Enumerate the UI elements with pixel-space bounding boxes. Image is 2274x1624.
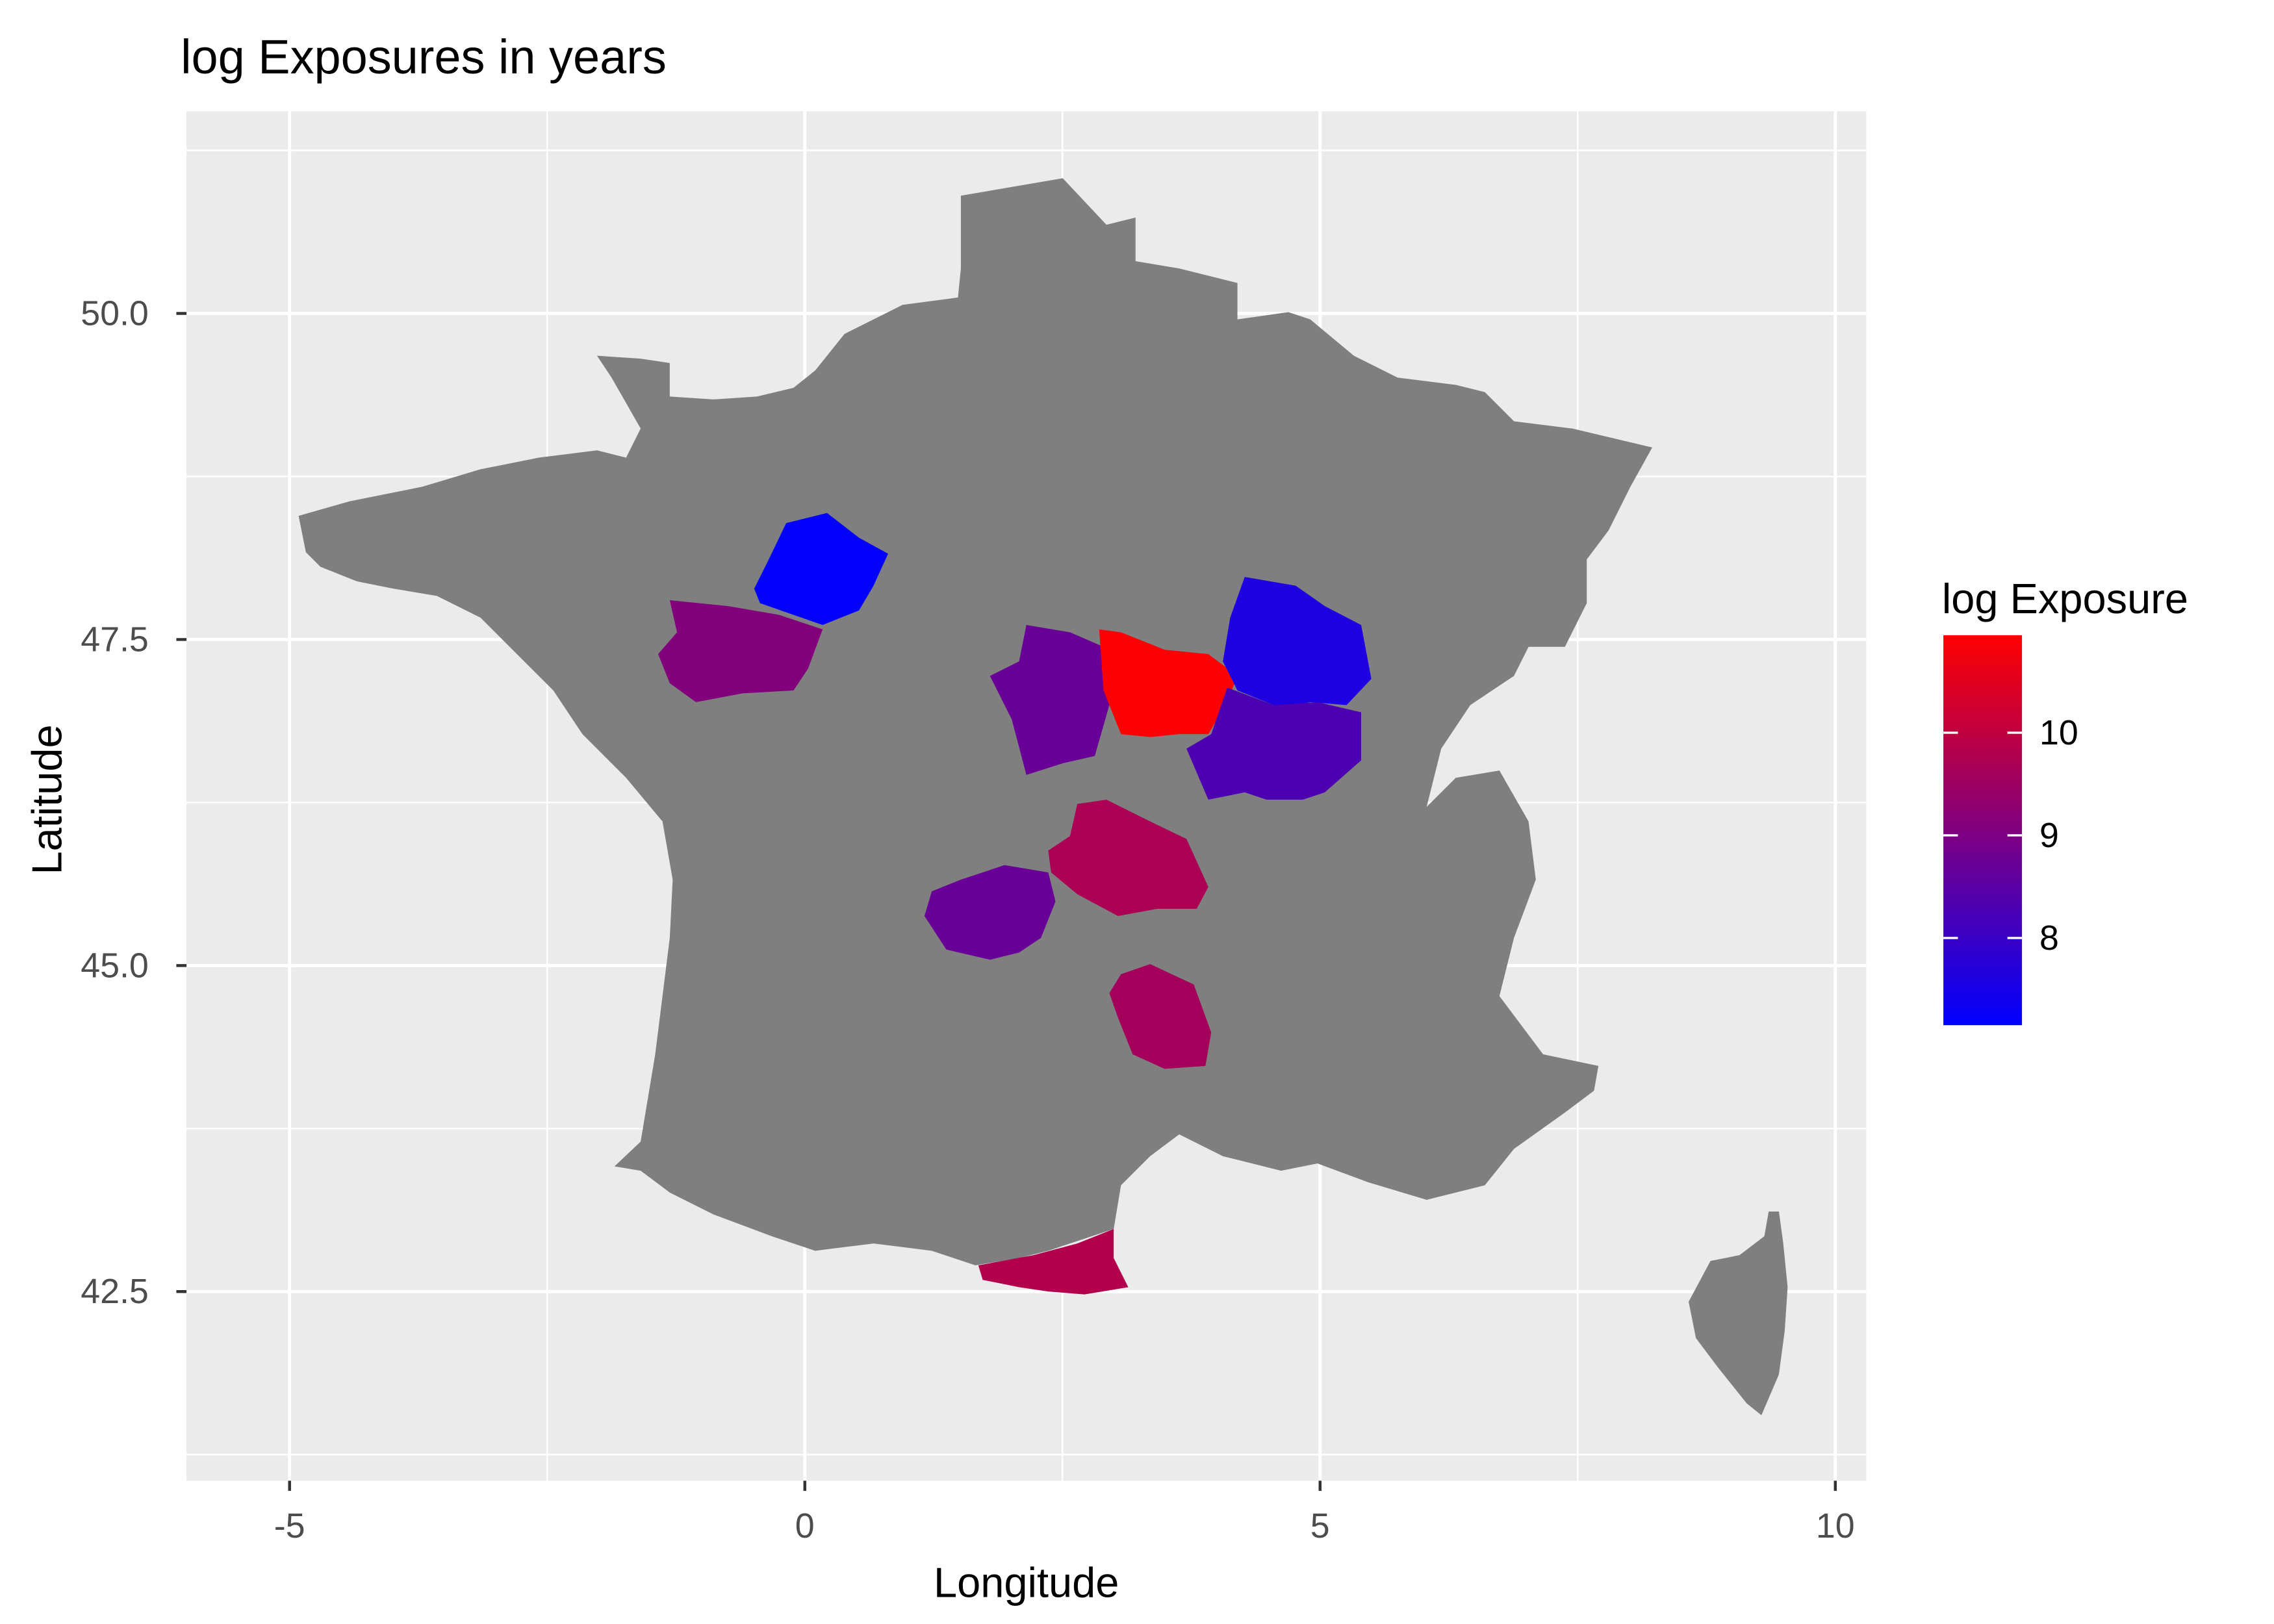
department-region <box>1186 687 1362 800</box>
department-region <box>978 1228 1129 1295</box>
chart-title: log Exposures in years <box>181 30 667 84</box>
y-tick-label: 45.0 <box>81 946 149 985</box>
x-tick-label: 0 <box>795 1506 815 1545</box>
department-region <box>1099 629 1238 737</box>
y-axis-title: Latitude <box>23 724 70 874</box>
x-axis-title: Longitude <box>934 1559 1119 1606</box>
department-fills <box>658 513 1372 1295</box>
department-region <box>754 513 888 626</box>
department-region <box>1223 577 1372 708</box>
map-layer <box>298 178 1788 1415</box>
y-tick-label: 50.0 <box>81 294 149 333</box>
legend-tick-marks <box>1943 731 2023 939</box>
legend-tick-label: 9 <box>2039 816 2059 855</box>
department-region <box>990 625 1110 775</box>
legend-colorbar <box>1943 635 2023 1026</box>
legend-tick-label: 8 <box>2039 919 2059 958</box>
legend-tick-label: 10 <box>2039 713 2078 752</box>
y-tick-labels: 42.5 45.0 47.5 50.0 <box>81 294 149 1311</box>
map-figure: log Exposures in years -5 0 5 10 42.5 45… <box>23 30 2188 1606</box>
x-tick-label: 5 <box>1310 1506 1330 1545</box>
department-region <box>658 600 823 702</box>
x-tick-label: -5 <box>274 1506 305 1545</box>
department-region <box>1048 799 1208 917</box>
france-mainland <box>298 178 1653 1265</box>
x-tick-label: 10 <box>1816 1506 1855 1545</box>
legend: log Exposure 10 9 8 <box>1942 575 2188 1026</box>
axis-ticks <box>176 312 1837 1491</box>
y-tick-label: 47.5 <box>81 620 149 659</box>
y-tick-label: 42.5 <box>81 1272 149 1311</box>
corsica <box>1689 1211 1788 1415</box>
department-region <box>1109 964 1212 1069</box>
department-region <box>924 865 1056 960</box>
x-tick-labels: -5 0 5 10 <box>274 1506 1855 1545</box>
legend-title: log Exposure <box>1942 575 2188 622</box>
